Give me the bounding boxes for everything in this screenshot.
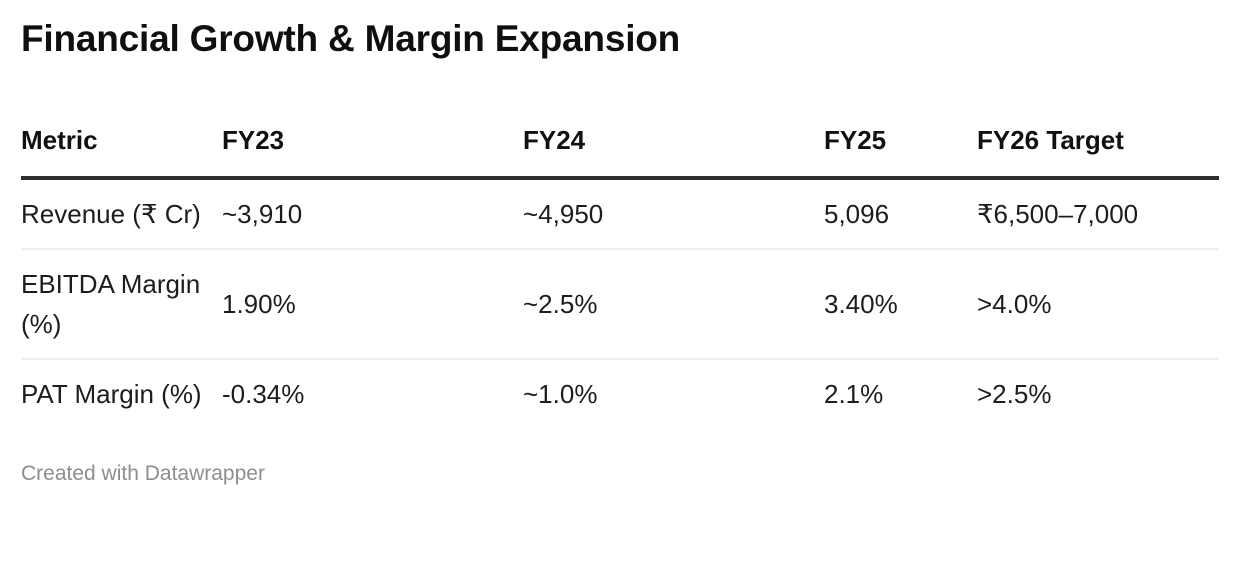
financial-table: Metric FY23 FY24 FY25 FY26 Target Revenu… <box>21 86 1219 429</box>
cell-metric: PAT Margin (%) <box>21 379 202 410</box>
cell-fy24: ~1.0% <box>523 379 598 410</box>
chart-title: Financial Growth & Margin Expansion <box>21 18 681 59</box>
cell-fy26: ₹6,500–7,000 <box>977 198 1139 229</box>
header-row: Metric FY23 FY24 FY25 FY26 Target <box>21 86 1219 180</box>
column-header-metric: Metric <box>21 86 222 180</box>
column-header-fy25: FY25 <box>824 86 977 180</box>
cell-fy23: ~3,910 <box>222 198 303 229</box>
column-header-fy26-target: FY26 Target <box>977 86 1219 180</box>
table-row-ebitda-margin: EBITDA Margin (%) 1.90% ~2.5% 3.40% >4.0… <box>21 249 1219 360</box>
column-header-fy23: FY23 <box>222 86 523 180</box>
table-row-revenue: Revenue (₹ Cr) ~3,910 ~4,950 5,096 ₹6,50… <box>21 178 1219 249</box>
cell-metric: Revenue (₹ Cr) <box>21 198 201 229</box>
cell-fy25: 3.40% <box>824 288 898 319</box>
cell-fy23: 1.90% <box>222 288 296 319</box>
cell-fy26: >2.5% <box>977 379 1052 410</box>
cell-fy26: >4.0% <box>977 288 1052 319</box>
cell-metric: EBITDA Margin (%) <box>21 268 201 340</box>
cell-fy25: 2.1% <box>824 379 884 410</box>
cell-fy25: 5,096 <box>824 198 890 229</box>
cell-fy24: ~2.5% <box>523 288 598 319</box>
cell-fy24: ~4,950 <box>523 198 604 229</box>
table-header: Metric FY23 FY24 FY25 FY26 Target <box>21 86 1219 180</box>
cell-fy23: -0.34% <box>222 379 305 410</box>
table-row-pat-margin: PAT Margin (%) -0.34% ~1.0% 2.1% >2.5% <box>21 359 1219 428</box>
datawrapper-credit-link[interactable]: Created with Datawrapper <box>21 461 265 485</box>
table-body: Revenue (₹ Cr) ~3,910 ~4,950 5,096 ₹6,50… <box>21 178 1219 429</box>
column-header-fy24: FY24 <box>523 86 824 180</box>
